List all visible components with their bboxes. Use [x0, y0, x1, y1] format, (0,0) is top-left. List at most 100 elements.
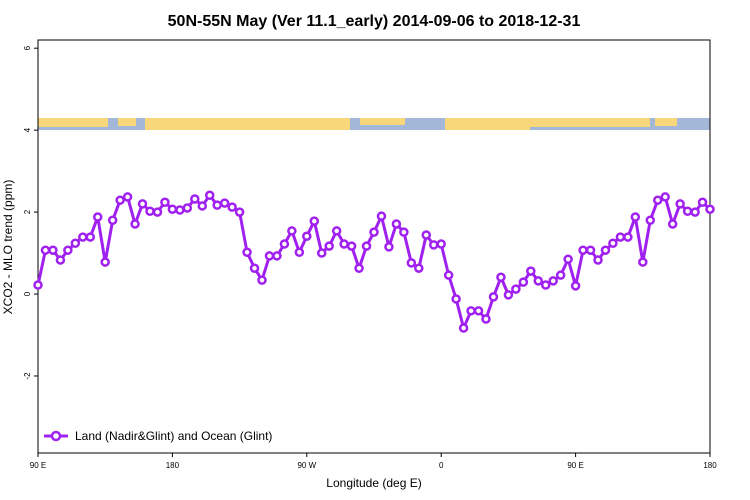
data-point	[272, 251, 282, 261]
data-point	[630, 212, 641, 222]
land-ocean-strip	[38, 118, 710, 130]
data-point	[294, 247, 305, 257]
data-point	[70, 238, 81, 248]
data-point	[443, 270, 454, 280]
data-point	[376, 211, 387, 221]
data-point	[458, 323, 469, 333]
data-point	[503, 290, 514, 300]
x-tick-label: 90 W	[297, 461, 316, 470]
chart-title: 50N-55N May (Ver 11.1_early) 2014-09-06 …	[168, 13, 581, 30]
data-point	[705, 204, 715, 214]
data-point	[369, 227, 379, 237]
data-point	[309, 216, 320, 226]
data-point	[279, 239, 290, 249]
y-tick-label: 6	[23, 45, 32, 50]
data-point	[578, 245, 588, 255]
data-point	[249, 263, 260, 273]
data-point	[526, 266, 536, 276]
data-point	[361, 241, 372, 251]
data-point	[406, 258, 417, 268]
legend-marker	[50, 430, 62, 442]
data-point	[137, 199, 148, 209]
data-point	[675, 199, 685, 209]
data-point	[145, 206, 155, 217]
data-point	[652, 195, 663, 205]
data-point	[160, 197, 170, 207]
data-point	[623, 232, 633, 242]
data-point	[451, 294, 461, 304]
data-point	[496, 272, 506, 282]
data-point	[608, 238, 618, 248]
data-point	[414, 263, 424, 273]
data-point	[190, 194, 200, 204]
data-point	[152, 207, 163, 217]
data-point	[40, 245, 51, 255]
data-point	[399, 227, 409, 237]
data-point	[697, 197, 708, 207]
data-point	[63, 245, 73, 255]
data-point	[391, 219, 402, 229]
x-tick-label: 90 E	[30, 461, 46, 470]
x-tick-label: 180	[166, 461, 180, 470]
data-point	[287, 226, 297, 236]
data-point	[548, 276, 558, 286]
data-point	[346, 241, 357, 251]
data-point	[316, 248, 327, 258]
data-point	[540, 280, 551, 290]
data-point	[585, 245, 596, 255]
y-axis-label: XCO2 - MLO trend (ppm)	[1, 180, 15, 315]
y-tick-label: 4	[23, 127, 32, 132]
data-point	[107, 215, 118, 226]
data-point	[682, 206, 693, 217]
data-point	[234, 207, 245, 217]
data-point	[167, 204, 178, 214]
data-point	[436, 239, 446, 249]
data-point	[115, 195, 125, 205]
data-point	[511, 284, 521, 294]
plot-frame	[37, 39, 711, 454]
data-point	[638, 257, 648, 267]
y-tick-label: 0	[23, 291, 32, 296]
data-point	[204, 190, 215, 201]
y-tick-label: 2	[23, 209, 32, 214]
x-tick-label: 180	[703, 461, 717, 470]
data-point	[78, 232, 88, 242]
data-point	[219, 198, 230, 208]
data-point	[331, 226, 342, 236]
data-point	[354, 263, 364, 273]
data-point	[122, 192, 133, 202]
data-point	[55, 255, 66, 265]
data-point	[48, 245, 58, 255]
data-point	[555, 270, 566, 280]
data-point	[481, 314, 491, 324]
data-point	[667, 219, 678, 229]
data-point	[488, 292, 499, 302]
y-tick-label: -2	[23, 372, 32, 380]
data-point	[428, 240, 439, 250]
data-point	[242, 247, 252, 257]
data-point	[100, 257, 110, 267]
data-point	[645, 215, 656, 226]
data-point	[302, 231, 312, 242]
data-point	[466, 306, 476, 316]
data-point	[33, 280, 43, 290]
legend-label: Land (Nadir&Glint) and Ocean (Glint)	[75, 429, 272, 443]
data-point	[563, 254, 573, 264]
data-point	[384, 242, 394, 252]
data-point	[593, 255, 603, 265]
data-point	[615, 232, 626, 242]
data-point	[660, 192, 670, 202]
data-point	[197, 201, 208, 211]
x-axis-label: Longitude (deg E)	[326, 476, 421, 490]
data-point	[130, 219, 140, 229]
series-line	[36, 193, 712, 330]
x-tick-label: 0	[439, 461, 444, 470]
data-point	[421, 230, 432, 240]
data-point	[518, 277, 529, 287]
data-point	[600, 245, 611, 255]
data-point	[324, 241, 334, 251]
data-point	[533, 276, 544, 286]
data-point	[339, 239, 349, 249]
data-point	[257, 275, 267, 285]
data-point	[92, 212, 103, 222]
